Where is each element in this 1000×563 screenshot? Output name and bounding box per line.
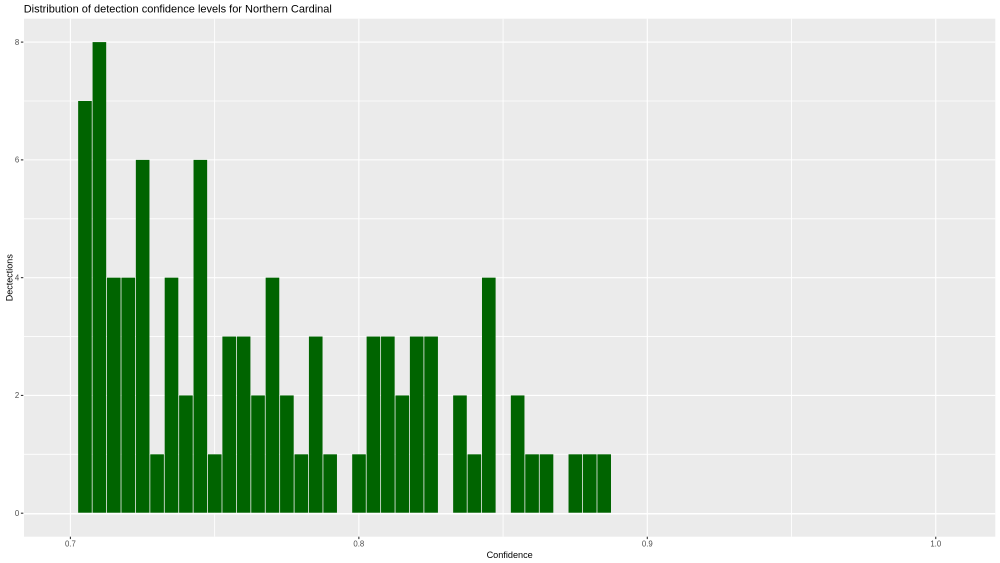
svg-text:6: 6	[15, 156, 19, 165]
svg-text:2: 2	[15, 391, 19, 400]
svg-text:4: 4	[15, 273, 20, 282]
svg-text:8: 8	[15, 38, 19, 47]
svg-text:0.9: 0.9	[642, 540, 653, 549]
svg-text:Confidence: Confidence	[487, 550, 533, 560]
svg-text:1.0: 1.0	[930, 540, 942, 549]
svg-text:Dectections: Dectections	[5, 254, 15, 302]
svg-text:Distribution of detection conf: Distribution of detection confidence lev…	[24, 4, 332, 16]
svg-text:0.7: 0.7	[65, 540, 76, 549]
svg-text:0: 0	[15, 509, 20, 518]
svg-text:0.8: 0.8	[353, 540, 364, 549]
